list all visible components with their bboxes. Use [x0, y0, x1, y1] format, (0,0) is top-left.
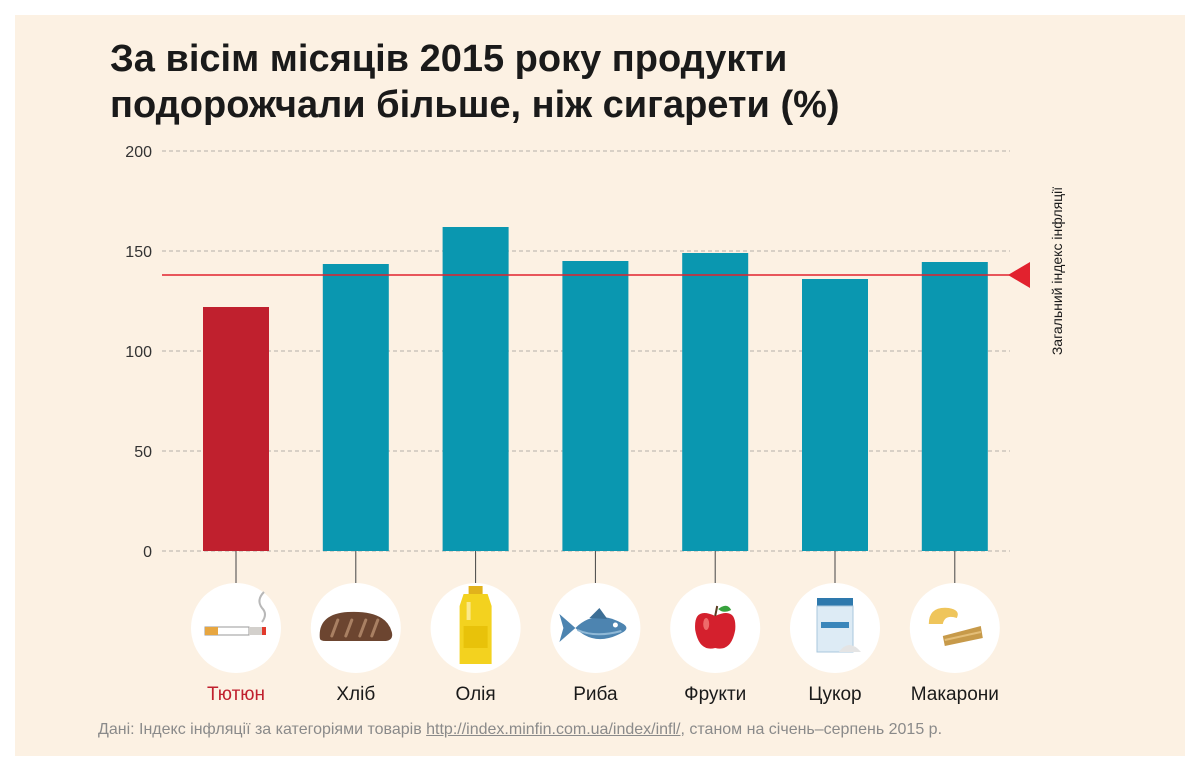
- fish-icon: [559, 608, 627, 642]
- bar: [802, 279, 868, 551]
- source-link[interactable]: http://index.minfin.com.ua/index/infl/: [426, 721, 681, 738]
- sugar-icon: [816, 598, 861, 653]
- category-label: Хліб: [336, 684, 375, 705]
- category-label: Тютюн: [207, 684, 265, 705]
- bar: [682, 253, 749, 551]
- category-label: Макарони: [911, 684, 999, 705]
- category-label: Риба: [573, 684, 618, 705]
- category-label: Олія: [456, 684, 496, 705]
- category-label: Фрукти: [684, 684, 746, 705]
- source-prefix: Дані: Індекс інфляції за категоріями тов…: [98, 721, 427, 738]
- bar: [203, 307, 269, 551]
- bar: [562, 261, 629, 551]
- cigarette-icon: [204, 591, 266, 636]
- y-tick-label: 100: [125, 344, 152, 361]
- y-tick-label: 50: [134, 444, 152, 461]
- y-tick-label: 150: [125, 244, 152, 261]
- category-label: Цукор: [808, 684, 861, 705]
- y-tick-label: 200: [125, 144, 152, 161]
- apple-icon: [695, 605, 736, 649]
- oil-bottle-icon: [459, 586, 492, 664]
- category-icon-circle: [909, 583, 1000, 673]
- bar: [442, 227, 509, 551]
- pasta-icon: [928, 607, 983, 646]
- reference-marker: [1008, 262, 1030, 288]
- source-note: Дані: Індекс інфляції за категоріями тов…: [98, 721, 1098, 739]
- y-tick-label: 0: [143, 544, 152, 561]
- bar: [921, 262, 988, 551]
- bar: [322, 264, 389, 551]
- source-suffix: , станом на січень–серпень 2015 р.: [680, 721, 943, 738]
- bread-icon: [319, 611, 393, 641]
- chart-title: За вісім місяців 2015 року продукти подо…: [110, 38, 840, 126]
- reference-label: Загальний індекс інфляції: [1049, 187, 1065, 355]
